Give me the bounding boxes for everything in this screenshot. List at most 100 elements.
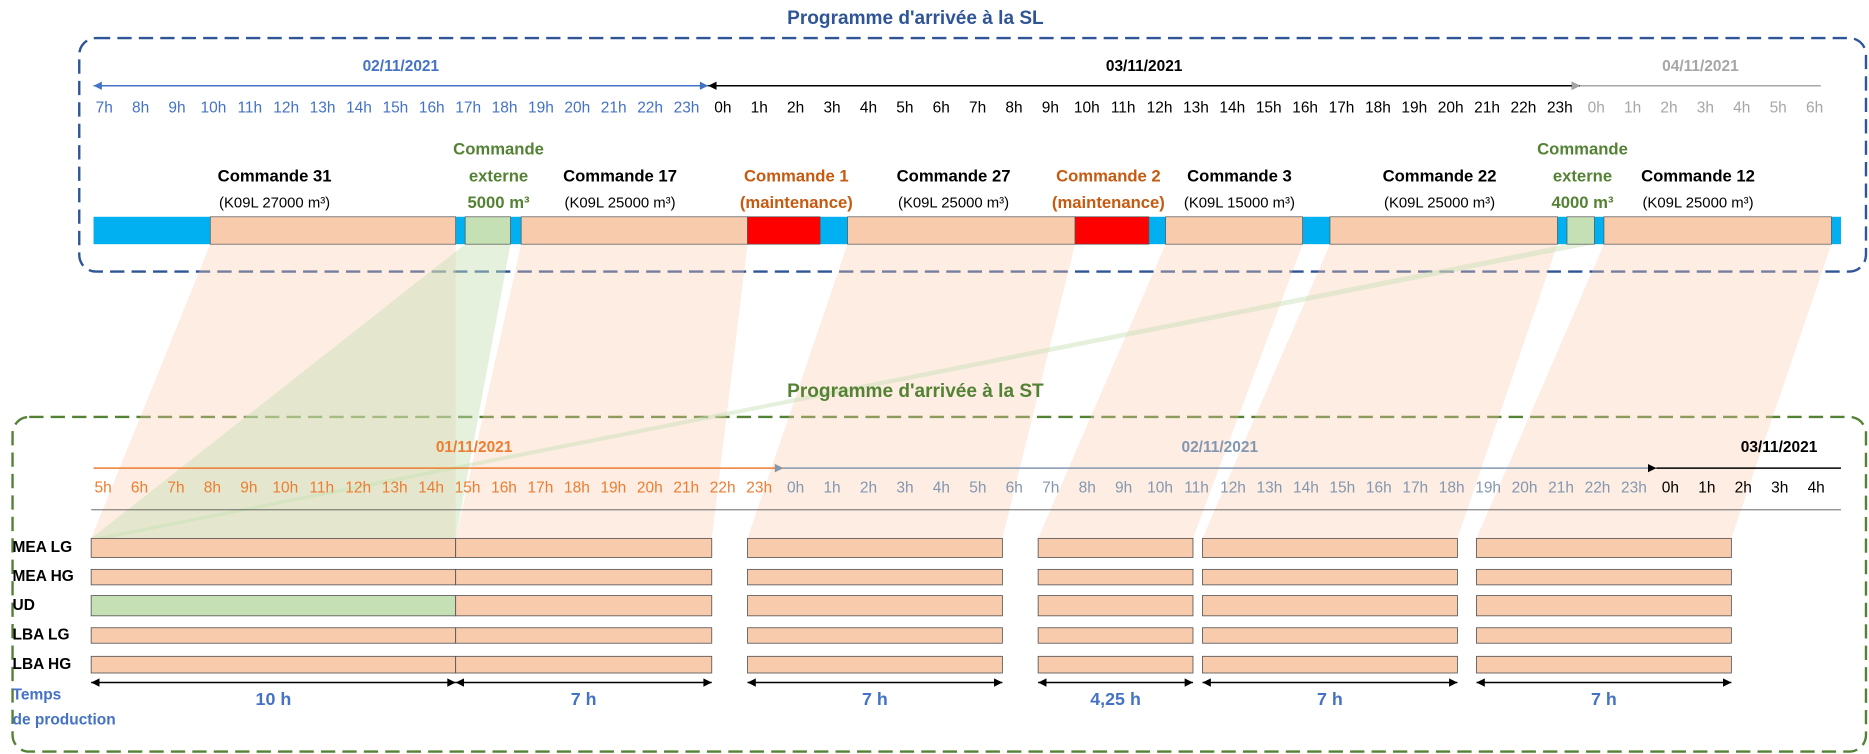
arrow-head	[447, 678, 456, 687]
hour-label: 12h	[345, 479, 371, 496]
hour-label: 6h	[1006, 479, 1023, 496]
production-block	[1037, 627, 1194, 644]
order-label: externe	[1553, 166, 1612, 185]
connector	[1202, 244, 1558, 539]
hour-label: 6h	[1806, 99, 1823, 116]
footer-label: de production	[13, 712, 116, 729]
production-block	[747, 537, 1003, 558]
hour-label: 22h	[637, 99, 663, 116]
hour-label: 23h	[1547, 99, 1573, 116]
hour-label: 14h	[1219, 99, 1245, 116]
hour-label: 11h	[309, 479, 334, 496]
arrow-head	[1648, 463, 1657, 473]
row-label: LBA HG	[13, 656, 72, 673]
hour-label: 20h	[564, 99, 590, 116]
arrow-head	[994, 678, 1003, 687]
hour-label: 14h	[346, 99, 372, 116]
hour-label: 23h	[746, 479, 772, 496]
order-block	[520, 216, 748, 245]
hour-label: 11h	[1111, 99, 1136, 116]
hour-label: 17h	[1402, 479, 1428, 496]
hour-label: 4h	[1733, 99, 1750, 116]
arrow-head	[455, 678, 464, 687]
order-block	[1074, 216, 1150, 245]
date-label: 04/11/2021	[1662, 58, 1739, 75]
duration-label: 10 h	[256, 689, 292, 709]
production-block	[90, 568, 457, 586]
production-block	[747, 568, 1003, 586]
hour-label: 1h	[751, 99, 768, 116]
production-block	[1037, 595, 1194, 617]
hour-label: 6h	[131, 479, 148, 496]
order-label: (K09L 25000 m³)	[1642, 196, 1753, 212]
hour-label: 8h	[132, 99, 149, 116]
hour-label: 7h	[1042, 479, 1059, 496]
production-block	[1037, 568, 1194, 586]
hour-label: 22h	[710, 479, 736, 496]
production-block	[747, 595, 1003, 617]
duration-label: 4,25 h	[1090, 689, 1141, 709]
row-label: UD	[13, 597, 35, 614]
arrow-head	[1723, 678, 1732, 687]
hour-label: 0h	[1588, 99, 1605, 116]
hour-label: 18h	[564, 479, 590, 496]
production-block	[1476, 595, 1732, 617]
production-block	[90, 655, 457, 674]
hour-label: 15h	[382, 99, 408, 116]
hour-label: 10h	[272, 479, 298, 496]
arrow-head	[699, 81, 709, 90]
hour-label: 9h	[168, 99, 185, 116]
hour-label: 4h	[1808, 479, 1825, 496]
production-block	[1476, 655, 1732, 674]
hour-label: 18h	[492, 99, 518, 116]
hour-label: 2h	[1660, 99, 1677, 116]
order-block	[1603, 216, 1832, 245]
connector	[747, 244, 1076, 539]
hour-label: 7h	[167, 479, 184, 496]
hour-label: 13h	[310, 99, 336, 116]
hour-label: 8h	[1079, 479, 1096, 496]
order-label: externe	[469, 166, 528, 185]
hour-label: 12h	[1220, 479, 1246, 496]
production-block	[455, 627, 713, 644]
hour-label: 12h	[273, 99, 299, 116]
connector	[455, 244, 748, 539]
order-label: 5000 m³	[468, 193, 530, 212]
production-block	[90, 595, 457, 617]
hour-label: 19h	[1401, 99, 1427, 116]
production-block	[455, 568, 713, 586]
row-label: MEA HG	[13, 568, 74, 585]
sl-frame	[78, 36, 1868, 273]
arrow-head	[774, 463, 784, 473]
order-block	[464, 216, 511, 245]
order-label: (maintenance)	[740, 193, 853, 212]
order-label: Commande 12	[1641, 166, 1755, 185]
hour-label: 3h	[823, 99, 840, 116]
arrow-head	[93, 81, 102, 90]
hour-label: 9h	[240, 479, 257, 496]
production-block	[1037, 537, 1194, 558]
hour-label: 13h	[1257, 479, 1283, 496]
hour-label: 4h	[860, 99, 877, 116]
hour-label: 13h	[382, 479, 408, 496]
order-label: (K09L 25000 m³)	[1384, 196, 1495, 212]
arrow-head	[91, 678, 100, 687]
hour-label: 13h	[1183, 99, 1209, 116]
order-block	[847, 216, 1076, 245]
hour-label: 16h	[1292, 99, 1318, 116]
production-block	[1037, 655, 1194, 674]
connector	[91, 244, 511, 539]
arrow-head	[1038, 678, 1047, 687]
date-label: 01/11/2021	[436, 439, 513, 456]
hour-label: 22h	[1511, 99, 1537, 116]
connector	[1038, 244, 1303, 539]
order-label: Commande 22	[1383, 166, 1497, 185]
hour-label: 19h	[1475, 479, 1501, 496]
hour-label: 6h	[933, 99, 950, 116]
order-block	[1566, 216, 1595, 245]
hour-label: 1h	[1624, 99, 1641, 116]
order-block	[1165, 216, 1303, 245]
production-block	[455, 595, 713, 617]
production-block	[1202, 595, 1458, 617]
